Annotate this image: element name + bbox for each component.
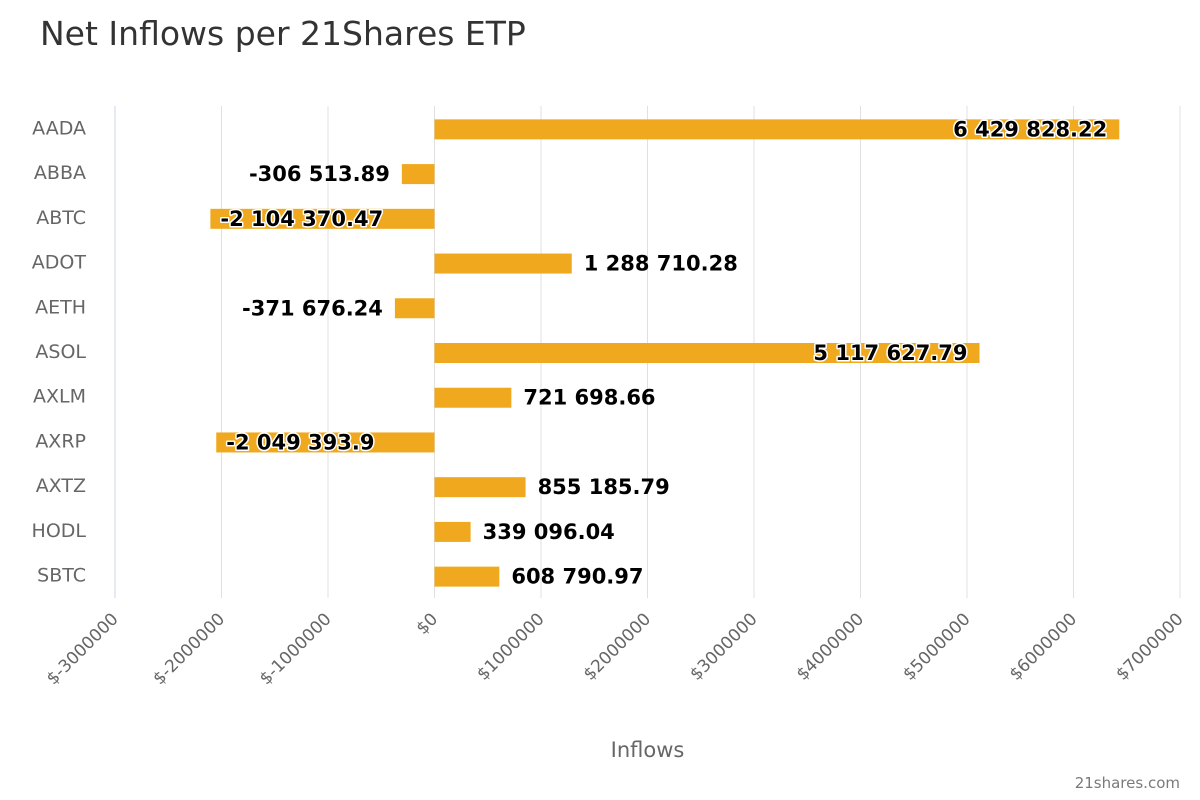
- bar: [210, 208, 435, 229]
- data-label: -371 676.24: [242, 296, 383, 320]
- x-tick-label: $5000000: [899, 609, 974, 684]
- y-tick-label: ABTC: [36, 207, 86, 229]
- data-label: 721 698.66: [523, 386, 655, 410]
- y-tick-label: HODL: [32, 520, 87, 542]
- y-tick-label: ASOL: [35, 341, 86, 363]
- y-tick-label: ABBA: [34, 162, 86, 184]
- bar: [434, 387, 512, 408]
- y-tick-label: AETH: [35, 296, 86, 318]
- bar: [394, 298, 435, 319]
- credit-link[interactable]: 21shares.com: [1074, 774, 1180, 792]
- y-tick-label: SBTC: [37, 565, 86, 587]
- x-axis-title: Inflows: [611, 738, 685, 762]
- x-tick-label: $2000000: [580, 609, 655, 684]
- y-tick-label: AADA: [32, 117, 86, 139]
- x-tick-label: $7000000: [1112, 609, 1187, 684]
- bar: [434, 253, 572, 274]
- x-tick-label: $0: [413, 609, 442, 638]
- bar: [434, 119, 1120, 140]
- x-tick-label: $3000000: [686, 609, 761, 684]
- y-tick-label: AXTZ: [36, 475, 86, 497]
- data-label: 1 288 710.28: [584, 252, 738, 276]
- y-tick-label: AXRP: [35, 430, 86, 452]
- x-tick-label: $1000000: [473, 609, 548, 684]
- x-tick-label: $-2000000: [149, 609, 229, 689]
- y-tick-label: AXLM: [33, 386, 86, 408]
- data-label: -2 049 393.9: [226, 430, 374, 454]
- x-tick-label: $-3000000: [43, 609, 123, 689]
- data-label: -2 104 370.47: [220, 207, 383, 231]
- y-tick-label: ADOT: [32, 252, 87, 274]
- x-tick-label: $-1000000: [256, 609, 336, 689]
- data-label: 855 185.79: [538, 475, 670, 499]
- data-label: 6 429 828.22: [953, 117, 1107, 141]
- data-label: -306 513.89: [249, 162, 390, 186]
- data-label: 5 117 627.79: [813, 341, 967, 365]
- bar: [434, 566, 500, 587]
- chart-title: Net Inflows per 21Shares ETP: [40, 14, 526, 53]
- data-label: 608 790.97: [511, 565, 643, 589]
- data-label: 339 096.04: [483, 520, 615, 544]
- bar: [434, 521, 471, 542]
- x-tick-label: $4000000: [793, 609, 868, 684]
- bar: [401, 164, 435, 185]
- bar: [216, 432, 435, 453]
- x-tick-label: $6000000: [1006, 609, 1081, 684]
- bar: [434, 343, 980, 363]
- bar: [434, 477, 526, 498]
